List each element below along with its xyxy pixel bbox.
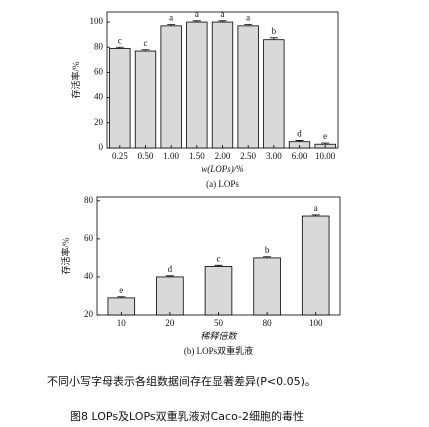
- subtitle: (a) LOPs: [206, 179, 239, 189]
- significance-letter: a: [195, 9, 199, 19]
- bar: [301, 215, 330, 316]
- y-tick-label: 0: [99, 142, 104, 152]
- error-bar: [311, 214, 320, 217]
- significance-letter: d: [297, 129, 302, 139]
- x-tick-label: 3.00: [266, 151, 282, 161]
- figure-caption: 图8 LOPs及LOPs双重乳液对Caco-2细胞的毒性: [70, 409, 304, 423]
- bar: [156, 276, 184, 316]
- y-tick-label: 40: [84, 271, 94, 281]
- error-bar: [263, 256, 272, 258]
- bar: [134, 50, 157, 149]
- x-tick-label: 100: [309, 318, 323, 328]
- x-tick-label: 10: [117, 318, 127, 328]
- bar: [109, 48, 131, 149]
- significance-letter: a: [314, 203, 318, 213]
- y-tick-label: 80: [94, 41, 104, 51]
- y-axis-label: 存活率/%: [60, 237, 71, 275]
- y-tick-label: 20: [94, 117, 104, 127]
- x-tick-label: 0.50: [138, 151, 154, 161]
- bar: [253, 257, 281, 316]
- subtitle: (b) LOPs双重乳液: [184, 345, 253, 356]
- bar: [204, 266, 233, 316]
- error-bar: [295, 140, 304, 142]
- significance-letter: b: [272, 26, 277, 36]
- x-tick-label: 0.25: [112, 151, 128, 161]
- significance-letter: b: [265, 245, 270, 255]
- significance-letter: c: [118, 35, 122, 45]
- x-tick-label: 80: [263, 318, 273, 328]
- x-axis-label: 稀释倍数: [200, 331, 237, 341]
- error-bar: [141, 49, 150, 52]
- y-tick-label: 60: [94, 67, 104, 77]
- significance-letter: c: [217, 253, 221, 263]
- x-tick-label: 1.00: [163, 151, 179, 161]
- x-tick-label: 20: [165, 318, 175, 328]
- error-bar: [218, 20, 227, 23]
- significance-letter: d: [168, 264, 173, 274]
- significance-letter: e: [323, 131, 327, 141]
- error-bar: [115, 46, 124, 49]
- y-axis-label: 存活率/%: [70, 61, 81, 99]
- y-tick-label: 40: [94, 92, 104, 102]
- significance-letter: a: [169, 13, 173, 23]
- significance-letter: c: [144, 38, 148, 48]
- x-tick-label: 50: [214, 318, 224, 328]
- significance-letter: e: [119, 285, 123, 295]
- x-tick-label: 10.00: [315, 151, 336, 161]
- error-bar: [165, 275, 174, 277]
- error-bar: [244, 24, 253, 26]
- error-bar: [167, 24, 176, 26]
- y-tick-label: 80: [84, 195, 94, 205]
- x-tick-label: 6.00: [292, 151, 308, 161]
- error-bar: [117, 296, 126, 298]
- x-axis-label: w(LOPs)/%: [201, 164, 244, 174]
- bar: [211, 21, 234, 149]
- note: 不同小写字母表示各组数据间存在显著差异(P<0.05)。: [47, 374, 316, 388]
- error-bar: [192, 20, 201, 23]
- y-tick-label: 100: [90, 16, 104, 26]
- error-bar: [214, 264, 223, 267]
- error-bar: [321, 142, 330, 145]
- x-tick-label: 1.50: [189, 151, 205, 161]
- error-bar: [269, 37, 278, 40]
- significance-letter: a: [246, 13, 250, 23]
- significance-letter: a: [221, 9, 225, 19]
- bar: [237, 25, 259, 149]
- y-tick-label: 60: [84, 233, 94, 243]
- y-tick-label: 20: [84, 309, 94, 319]
- bar: [263, 39, 285, 149]
- x-tick-label: 2.50: [240, 151, 256, 161]
- bar: [160, 25, 182, 149]
- x-tick-label: 2.00: [215, 151, 231, 161]
- bar: [186, 21, 208, 149]
